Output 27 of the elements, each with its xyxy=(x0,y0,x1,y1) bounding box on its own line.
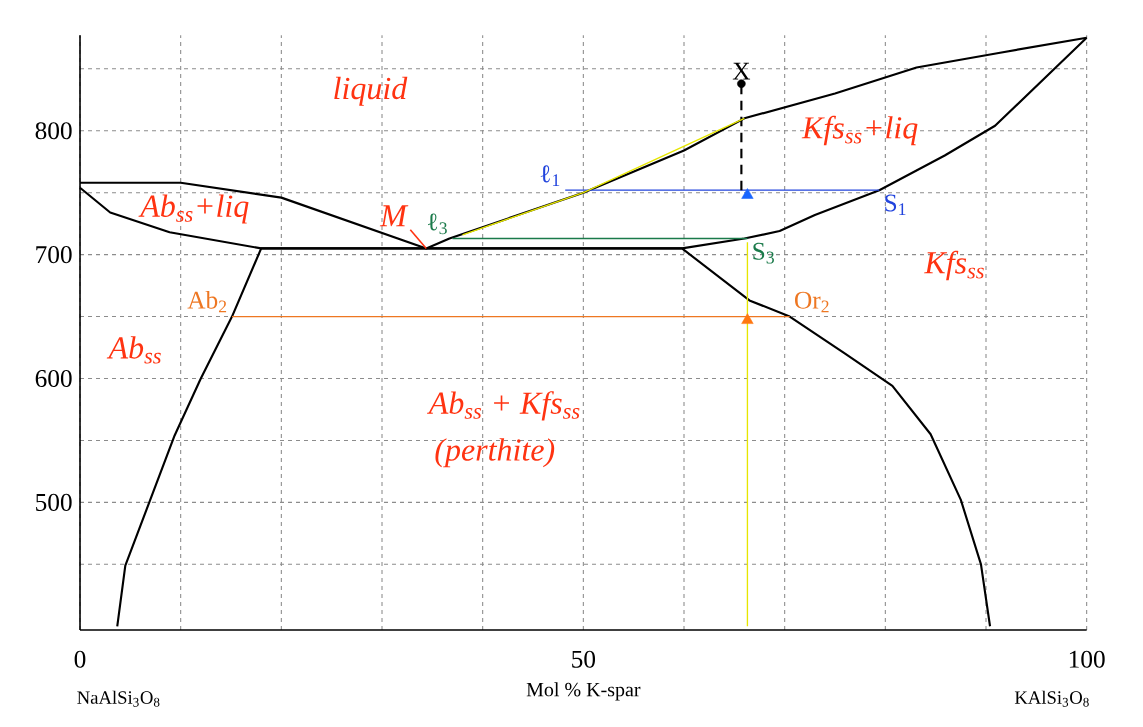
annotation: liquid xyxy=(334,76,408,106)
x-axis-title: Mol % K-spar xyxy=(526,682,641,701)
y-tick-label: 800 xyxy=(35,122,72,140)
annotation: ℓ$_{3}$ xyxy=(428,213,447,235)
text: KAlSi$_{3}$O$_{8}$ xyxy=(1014,690,1089,707)
text: NaAlSi$_{3}$O$_{8}$ xyxy=(77,690,160,707)
annotation: ℓ$_{1}$ xyxy=(540,165,560,186)
annotation: Ab$_{2}$ xyxy=(187,290,227,313)
x-tick-label: 100 xyxy=(1069,650,1105,668)
y-tick-label: 500 xyxy=(36,493,72,511)
x-tick-label: 50 xyxy=(572,650,596,668)
annotation: Ab$_{ss}$+liq xyxy=(138,194,249,224)
annotation: Or$_{2}$ xyxy=(795,291,829,313)
y-tick-label: 600 xyxy=(35,369,72,388)
annotation: Ab$_{ss}$ + Kfs$_{ss}$ xyxy=(427,391,580,421)
annotation: S$_{3}$ xyxy=(753,242,774,264)
annotation: Ab$_{ss}$ xyxy=(106,336,161,364)
annotation: Kfs$_{ss}$ xyxy=(924,250,984,281)
annotation: (perthite) xyxy=(435,438,555,468)
y-tick-label: 700 xyxy=(36,246,72,264)
annotation: Kfs$_{ss}$+liq xyxy=(801,115,918,146)
x-tick-label: 0 xyxy=(74,650,86,668)
point xyxy=(741,313,754,324)
annotation: M xyxy=(379,205,409,227)
annotation: X xyxy=(732,62,751,80)
point xyxy=(741,188,754,199)
annotation: S$_{1}$ xyxy=(885,194,906,215)
